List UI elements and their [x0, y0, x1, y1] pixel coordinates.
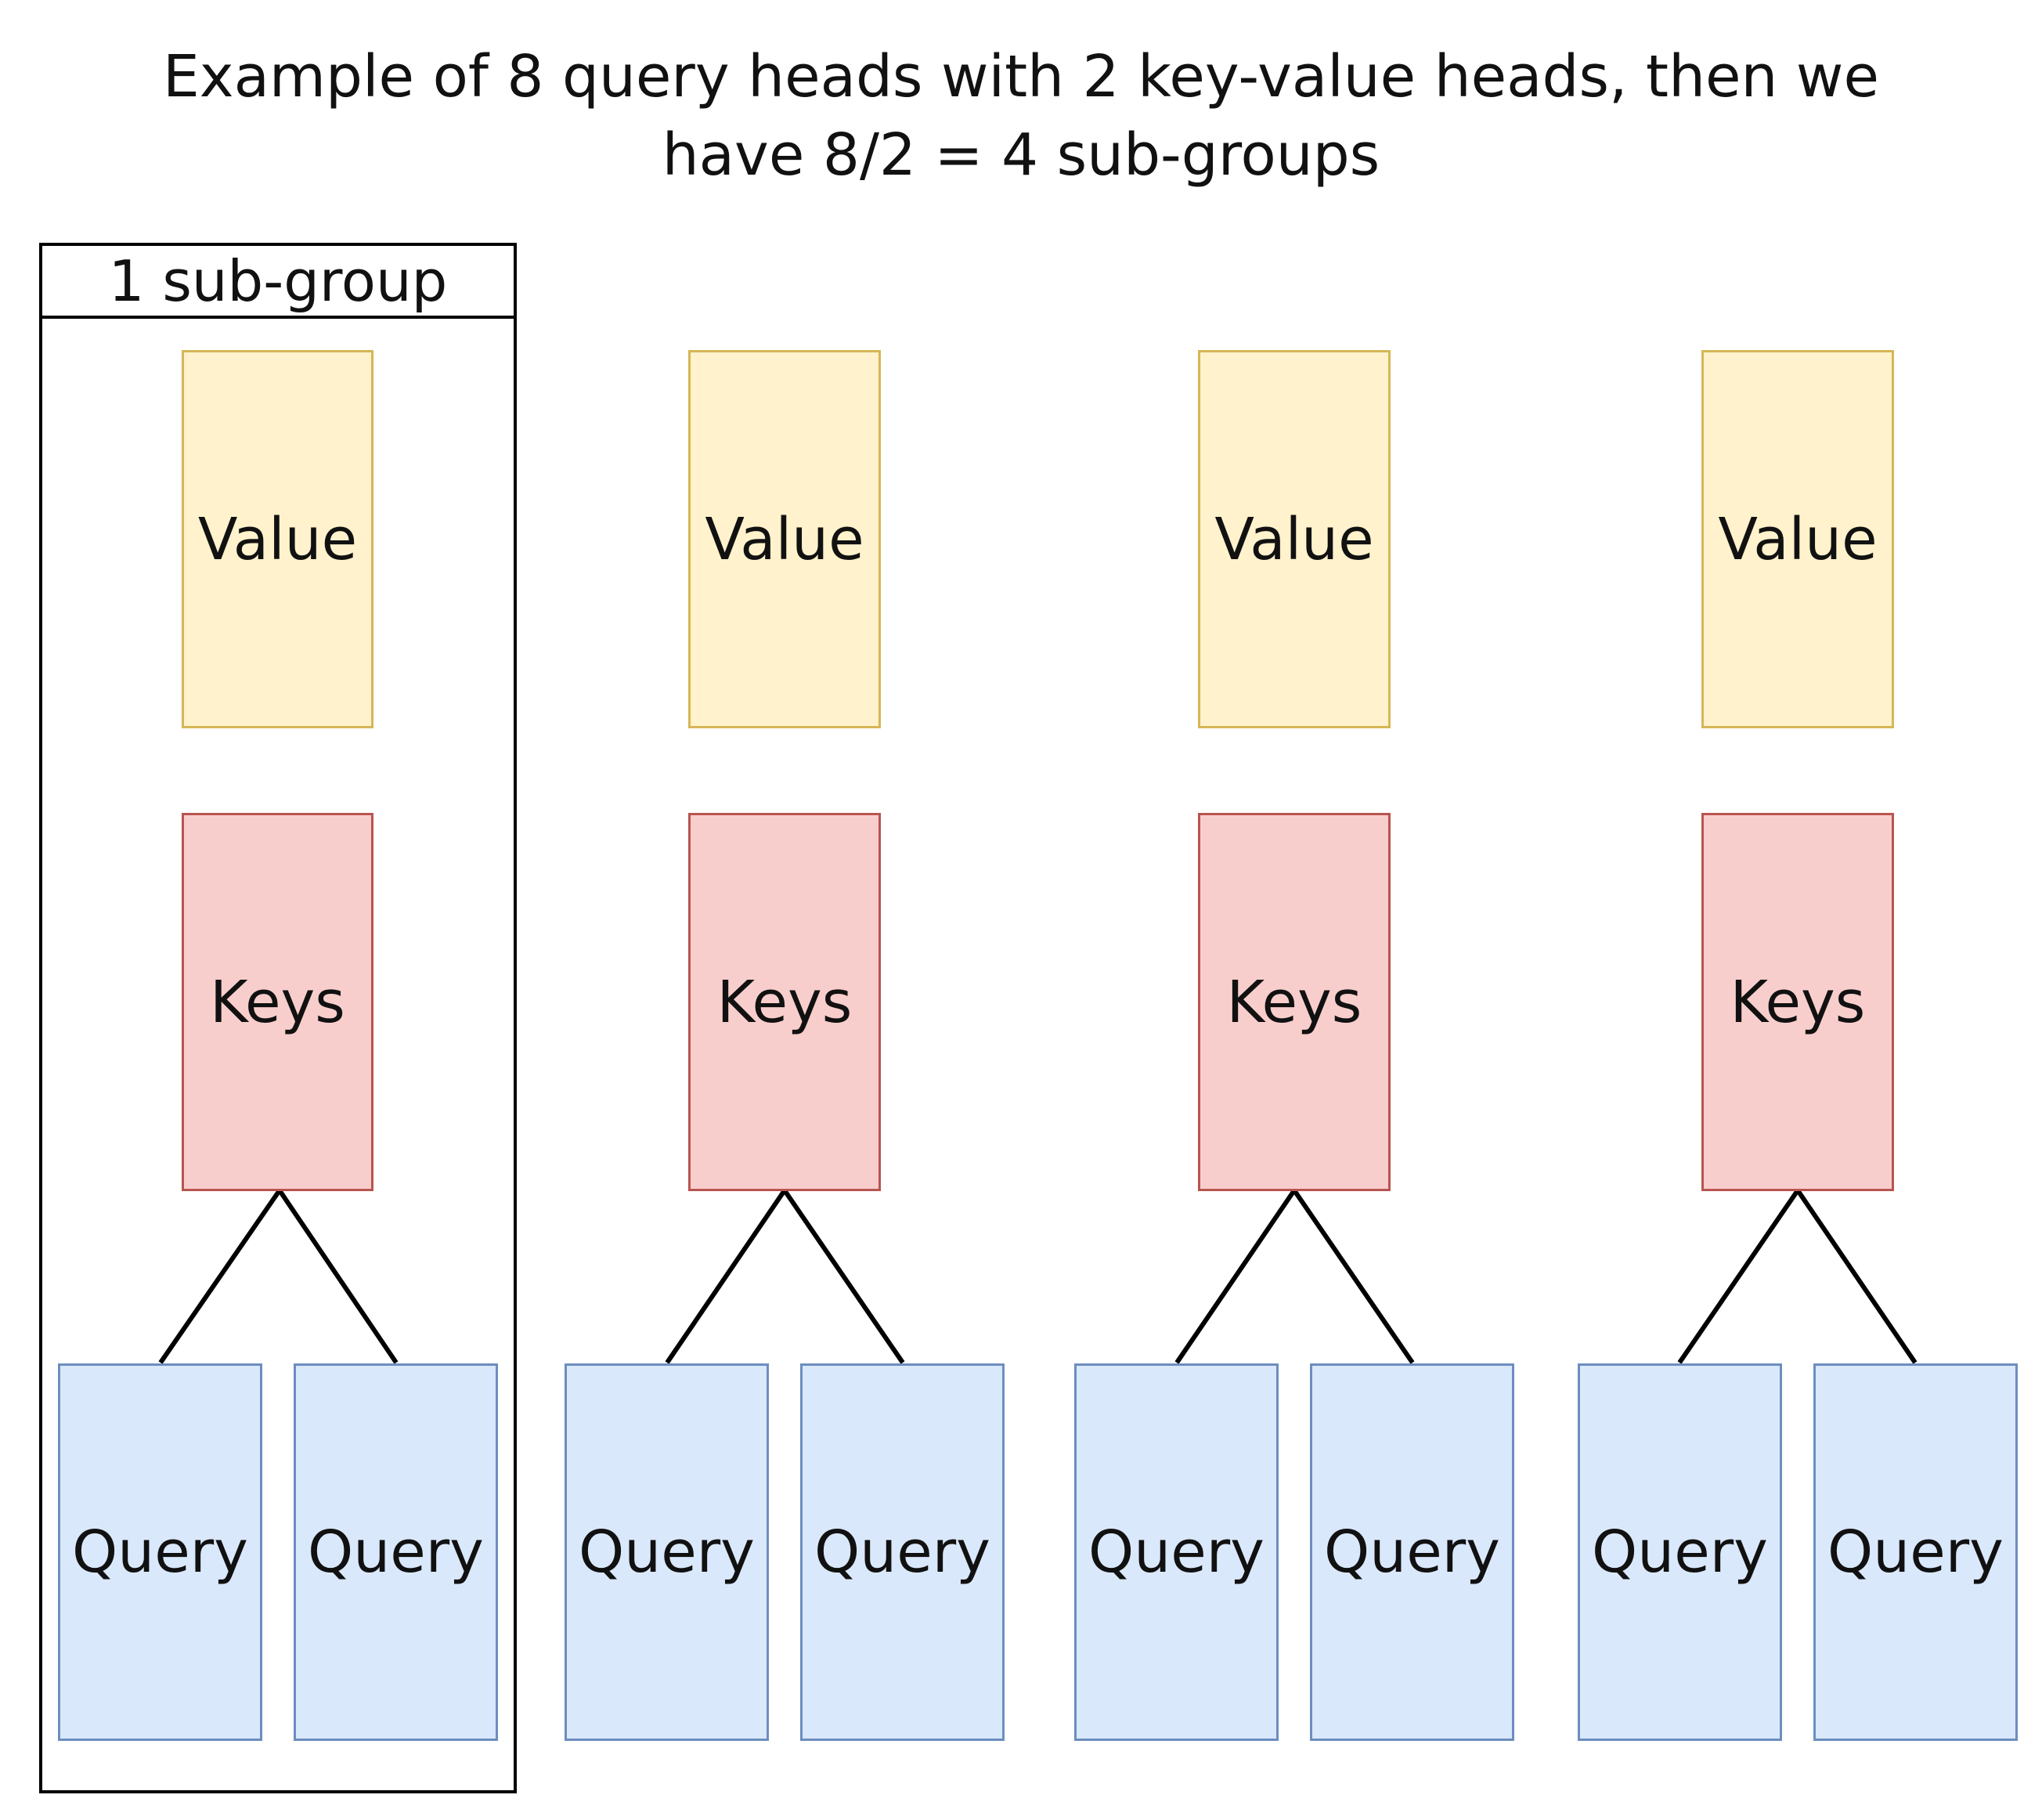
value-head-2: Value — [688, 350, 881, 728]
subgroup-frame: 1 sub-group — [39, 243, 517, 1793]
connector-line — [277, 1189, 399, 1364]
connector-line — [1174, 1189, 1297, 1364]
subgroup-label: 1 sub-group — [42, 246, 514, 319]
keys-head-4: Keys — [1701, 813, 1894, 1191]
value-head-1: Value — [182, 350, 373, 728]
connector-line — [1677, 1189, 1800, 1364]
query-head-5: Query — [1074, 1363, 1279, 1741]
title-line-1: Example of 8 query heads with 2 key-valu… — [163, 43, 1879, 110]
title-line-2: have 8/2 = 4 sub-groups — [662, 121, 1380, 189]
connector-line — [665, 1189, 787, 1364]
connector-line — [782, 1189, 905, 1364]
query-head-4: Query — [800, 1363, 1005, 1741]
query-head-8: Query — [1813, 1363, 2018, 1741]
query-head-6: Query — [1310, 1363, 1514, 1741]
keys-head-3: Keys — [1198, 813, 1391, 1191]
keys-head-1: Keys — [182, 813, 373, 1191]
query-head-2: Query — [294, 1363, 498, 1741]
connector-line — [158, 1189, 282, 1364]
keys-head-2: Keys — [688, 813, 881, 1191]
query-head-7: Query — [1578, 1363, 1782, 1741]
query-head-3: Query — [565, 1363, 769, 1741]
value-head-4: Value — [1701, 350, 1894, 728]
connector-line — [1795, 1189, 1918, 1364]
connector-line — [1292, 1189, 1415, 1364]
diagram-title: Example of 8 query heads with 2 key-valu… — [0, 38, 2042, 194]
query-head-1: Query — [58, 1363, 262, 1741]
value-head-3: Value — [1198, 350, 1391, 728]
